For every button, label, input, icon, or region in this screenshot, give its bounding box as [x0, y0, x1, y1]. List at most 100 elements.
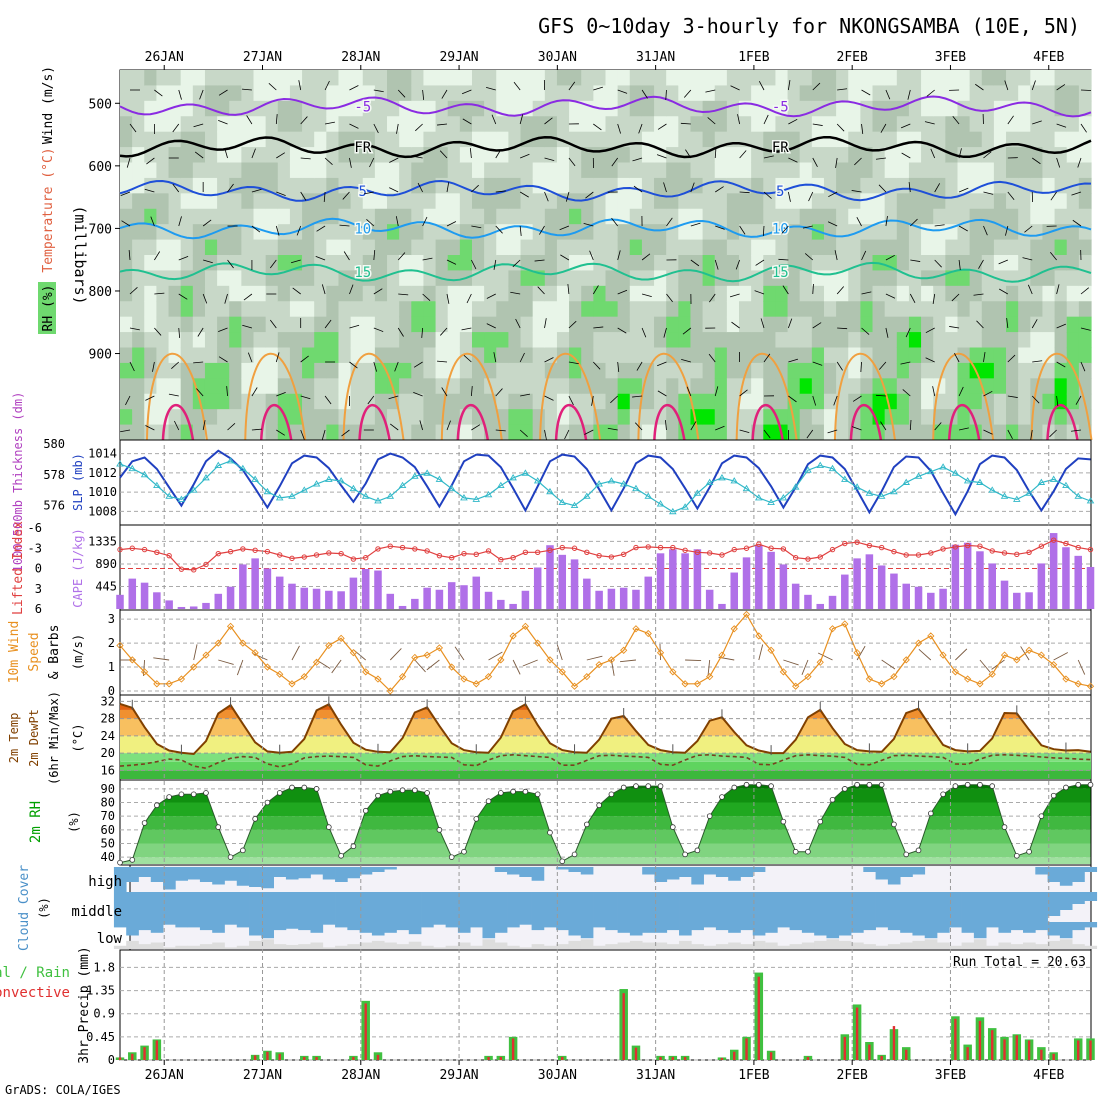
- wind-barb: [369, 157, 375, 168]
- rh-cell: [1054, 193, 1068, 210]
- cloud-middle-bar: [396, 892, 410, 922]
- rh-cell: [387, 316, 400, 333]
- wind-barb: [534, 259, 545, 262]
- rh2m-point: [154, 802, 160, 809]
- rh-cell: [289, 424, 303, 441]
- thickness-point: [239, 464, 247, 472]
- cloud-high-bar: [654, 867, 668, 882]
- rh-cell: [120, 208, 133, 225]
- rh-cell: [908, 362, 922, 379]
- rh-cell: [314, 301, 327, 318]
- rh-cell: [1078, 177, 1092, 194]
- wind10-point: [1000, 651, 1009, 659]
- rh-cell: [993, 147, 1007, 164]
- cloud-high-bar: [691, 867, 704, 885]
- cloud-low-bar: [654, 922, 668, 933]
- rh-cell: [690, 270, 704, 287]
- rh-cell: [1042, 378, 1056, 395]
- rh-cell: [678, 316, 692, 333]
- rh2m-point: [424, 790, 430, 796]
- cloud-low-shade: [986, 945, 999, 949]
- cloud-low-shade: [679, 940, 692, 949]
- rh-cell: [289, 362, 303, 379]
- rh-cell: [265, 208, 279, 225]
- wind10-barb: [685, 659, 702, 662]
- cloud-low-shade: [347, 944, 360, 949]
- rh-cell: [374, 255, 388, 272]
- rh-cell: [751, 147, 764, 164]
- thickness-point: [484, 490, 493, 498]
- rh-cell: [168, 116, 182, 133]
- wind-barb: [812, 82, 821, 91]
- rh-cell: [872, 116, 886, 133]
- rh-tick-label: 80: [101, 796, 115, 810]
- rh-cell: [945, 100, 959, 117]
- wind10-point: [128, 656, 136, 664]
- rh-cell: [520, 378, 534, 395]
- thickness-point: [116, 460, 124, 467]
- rh-cell: [787, 239, 801, 256]
- rh-cell: [180, 131, 194, 148]
- rh-cell: [471, 147, 485, 164]
- wind-barb: [1024, 225, 1033, 233]
- rh-cell: [823, 224, 837, 241]
- cloud-low-shade: [814, 940, 827, 949]
- rh-cell: [678, 131, 692, 148]
- rh-cell: [787, 85, 801, 102]
- rh-cell: [678, 270, 692, 287]
- rh-cell: [217, 393, 230, 410]
- wind-barb: [567, 284, 570, 295]
- rh-cell: [908, 270, 922, 287]
- li-point: [817, 554, 823, 560]
- rh-cell: [544, 116, 558, 133]
- thickness-point: [779, 494, 788, 501]
- rh-cell: [326, 332, 340, 349]
- rh-cell: [726, 131, 740, 148]
- wind10-point: [398, 672, 407, 681]
- rh-cell: [241, 85, 255, 102]
- rh-cell: [811, 239, 825, 256]
- rh-cell: [132, 193, 145, 210]
- rh-cell: [265, 347, 279, 364]
- cloud-low-shade: [728, 942, 741, 949]
- rh-cell: [993, 393, 1007, 410]
- cloud-low-bar: [482, 922, 496, 939]
- wind-barb: [373, 288, 383, 295]
- rh2m-point: [657, 783, 664, 789]
- wind-barb: [1027, 284, 1033, 295]
- cloud-middle-bar: [679, 892, 692, 922]
- rh-cell: [775, 162, 789, 179]
- slp-tick-label: 1010: [88, 485, 117, 499]
- rh-cell: [120, 270, 133, 287]
- rh-cell: [981, 116, 995, 133]
- rh-cell: [1078, 270, 1092, 287]
- precip-conv-bar: [266, 1051, 269, 1060]
- rh-cell: [860, 393, 874, 410]
- rh-cell: [569, 70, 582, 87]
- wind-barb: [975, 83, 984, 91]
- time-label-bottom: 29JAN: [439, 1068, 478, 1083]
- rh-cell: [387, 193, 400, 210]
- wind-barb: [617, 123, 621, 134]
- rh-cell: [302, 316, 315, 333]
- wind-barb: [471, 424, 481, 431]
- wind-barb: [300, 429, 305, 440]
- rh-cell: [1006, 424, 1019, 441]
- rh-cell: [459, 193, 473, 210]
- wind-barb: [560, 254, 570, 261]
- rh-cell: [302, 208, 315, 225]
- wind-barb: [812, 123, 823, 126]
- rh-cell: [993, 100, 1007, 117]
- li-point: [264, 548, 271, 555]
- rh-cell: [447, 85, 461, 102]
- cloud-middle-bar: [863, 892, 876, 922]
- wind-barb: [885, 293, 896, 299]
- wind-barb: [934, 224, 945, 227]
- rh-cell: [848, 85, 861, 102]
- rh-cell: [120, 255, 133, 272]
- rh-cell: [326, 116, 340, 133]
- wind-barb: [126, 157, 131, 168]
- rh-cell: [350, 239, 364, 256]
- rh-cell: [168, 362, 182, 379]
- rh-cell: [775, 270, 789, 287]
